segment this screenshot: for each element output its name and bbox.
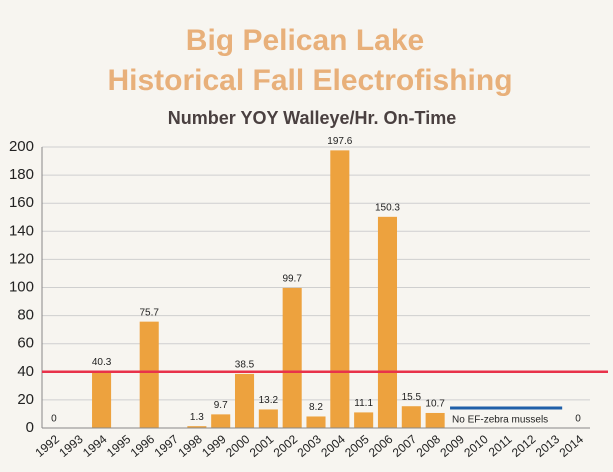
- bar: [401, 406, 421, 428]
- y-tick-label: 0: [26, 419, 34, 436]
- value-label: 0: [51, 414, 57, 425]
- value-label: 0: [575, 414, 581, 425]
- y-tick-label: 160: [9, 194, 34, 211]
- chart-title: Big Pelican Lake: [186, 24, 424, 57]
- value-label: 1.3: [190, 412, 204, 423]
- bar: [306, 416, 326, 428]
- y-tick-label: 40: [17, 363, 34, 380]
- value-label: 9.7: [214, 400, 228, 411]
- value-label: 10.7: [425, 399, 445, 410]
- y-tick-label: 200: [9, 138, 34, 155]
- y-tick-label: 140: [9, 222, 34, 239]
- bar: [377, 216, 398, 428]
- bar: [92, 371, 112, 428]
- value-label: 15.5: [402, 392, 422, 403]
- chart-title: Historical Fall Electrofishing: [107, 64, 512, 97]
- value-label: 40.3: [92, 357, 112, 368]
- bar: [234, 373, 255, 428]
- bar: [187, 426, 207, 428]
- bar: [258, 409, 278, 428]
- value-label: 150.3: [375, 202, 400, 213]
- y-tick-label: 120: [9, 250, 34, 267]
- value-label: 38.5: [235, 360, 255, 371]
- value-label: 13.2: [259, 395, 279, 406]
- bar: [282, 287, 302, 428]
- y-tick-label: 100: [9, 278, 34, 295]
- bar: [139, 321, 159, 428]
- bar: [330, 150, 350, 428]
- bar: [211, 414, 231, 428]
- bar: [354, 412, 374, 428]
- annotation: No EF-zebra mussels: [452, 415, 548, 426]
- chart-subtitle: Number YOY Walleye/Hr. On-Time: [168, 108, 456, 128]
- y-tick-label: 80: [17, 307, 34, 324]
- value-label: 197.6: [327, 136, 352, 147]
- y-tick-label: 60: [17, 335, 34, 352]
- y-tick-label: 180: [9, 166, 34, 183]
- y-tick-label: 20: [17, 391, 34, 408]
- value-label: 75.7: [139, 307, 159, 318]
- value-label: 11.1: [354, 398, 373, 409]
- value-label: 8.2: [309, 402, 323, 413]
- value-label: 99.7: [282, 274, 302, 285]
- bar: [425, 412, 445, 428]
